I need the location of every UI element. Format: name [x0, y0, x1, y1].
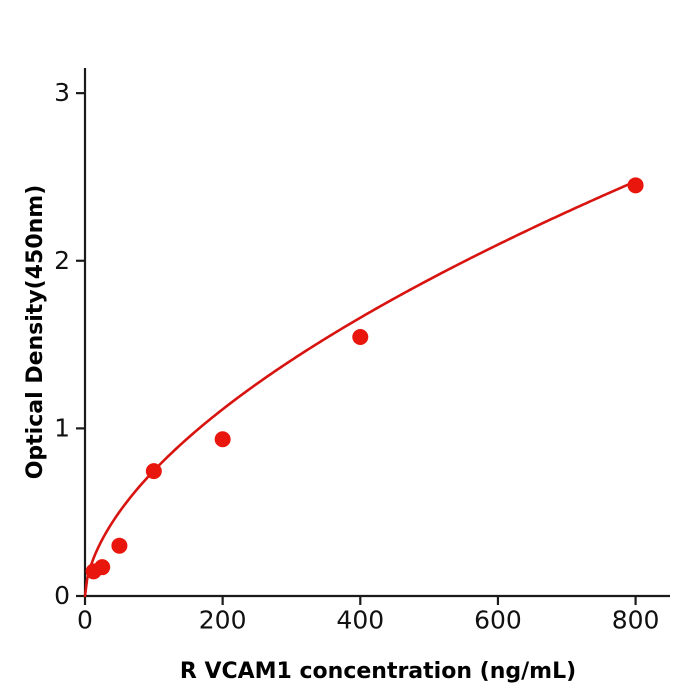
y-tick-label: 0 — [54, 581, 70, 610]
data-point — [145, 463, 162, 480]
x-tick-label: 600 — [474, 605, 522, 634]
x-tick-label: 800 — [612, 605, 660, 634]
x-tick-label: 0 — [77, 605, 93, 634]
y-tick-label: 1 — [54, 413, 70, 442]
x-tick-label: 400 — [336, 605, 384, 634]
data-point — [214, 431, 231, 448]
data-points-group — [85, 177, 644, 580]
y-tick-label: 3 — [54, 78, 70, 107]
x-axis-title: R VCAM1 concentration (ng/mL) — [180, 659, 576, 684]
data-point — [94, 559, 111, 576]
fit-curve — [83, 178, 641, 598]
x-axis-ticks: 0 200 400 600 800 — [77, 596, 659, 634]
data-point — [352, 329, 369, 346]
data-point — [627, 177, 644, 194]
y-axis-title: Optical Density(450nm) — [23, 185, 48, 480]
y-axis-ticks: 0 1 2 3 — [54, 78, 85, 610]
y-tick-label: 2 — [54, 246, 70, 275]
x-tick-label: 200 — [199, 605, 247, 634]
data-point — [111, 537, 128, 554]
